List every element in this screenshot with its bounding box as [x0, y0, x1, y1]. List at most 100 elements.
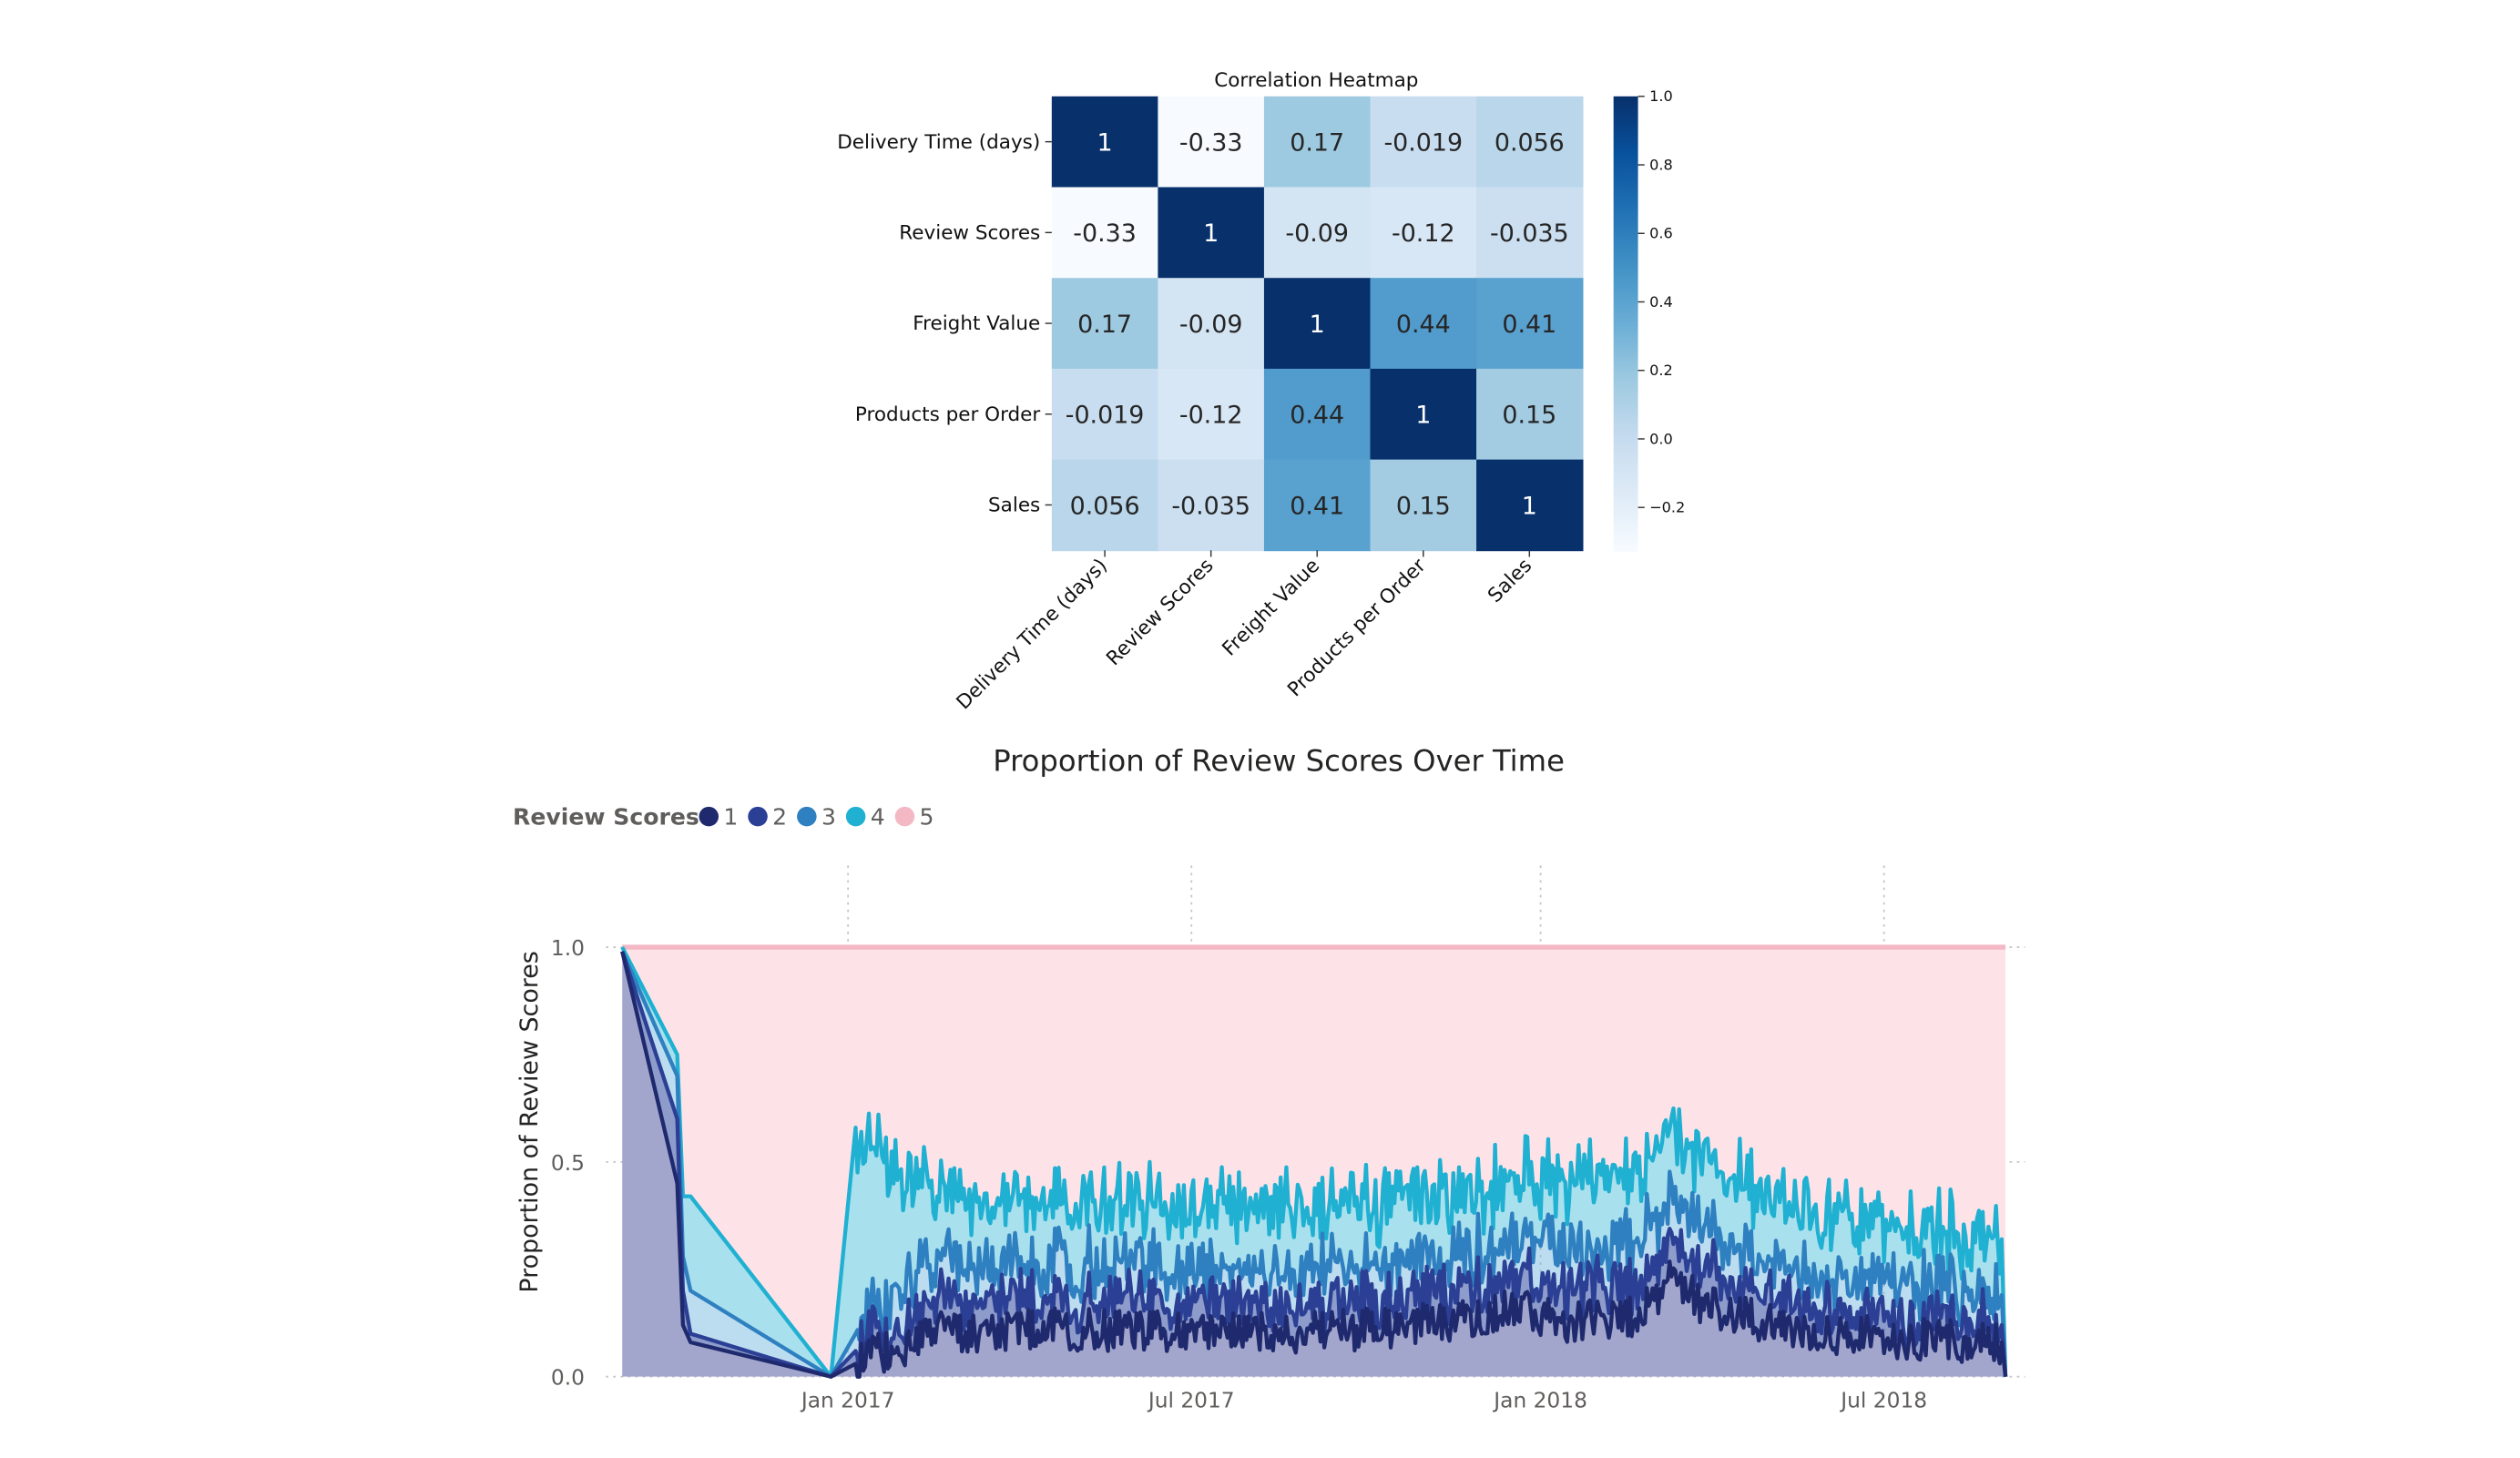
- area-chart-title: Proportion of Review Scores Over Time: [993, 743, 1565, 778]
- legend-item-label[interactable]: 1: [723, 804, 738, 831]
- area-line-score-4: [620, 946, 2008, 1379]
- heatmap-cell-label: -0.09: [1285, 219, 1349, 248]
- heatmap-cell-label: -0.019: [1383, 129, 1463, 158]
- area-line-score-2: [620, 951, 2008, 1379]
- heatmap-cell-label: 0.056: [1495, 129, 1565, 158]
- heatmap-cell-label: 1: [1203, 219, 1219, 248]
- area-y-axis-title: Proportion of Review Scores: [515, 951, 544, 1292]
- x-tick-label: Jan 2017: [800, 1389, 895, 1413]
- x-tick-label: Jan 2018: [1492, 1389, 1587, 1413]
- heatmap-cell: [1263, 187, 1372, 280]
- heatmap-cell: [1158, 96, 1265, 189]
- heatmap-cell-label: 1: [1310, 311, 1325, 339]
- colorbar-tick-label: 0.6: [1649, 225, 1673, 242]
- legend-item-label[interactable]: 3: [821, 804, 836, 831]
- heatmap-cell: [1476, 459, 1584, 552]
- heatmap-cell: [1370, 368, 1477, 461]
- heatmap-row-label: Products per Order: [855, 403, 1040, 426]
- heatmap-cell-label: -0.019: [1066, 402, 1145, 430]
- area-line-score-1: [620, 951, 2008, 1379]
- legend-item-label[interactable]: 4: [871, 804, 885, 831]
- heatmap-cell: [1370, 96, 1477, 189]
- legend-marker[interactable]: [894, 806, 915, 827]
- heatmap-row-label: Sales: [988, 494, 1040, 517]
- legend-title: Review Scores: [513, 804, 699, 831]
- y-tick-label: 1.0: [551, 936, 585, 961]
- heatmap-cell: [1476, 96, 1584, 189]
- legend-marker[interactable]: [797, 806, 817, 827]
- heatmap-cell: [1370, 278, 1477, 370]
- heatmap-title: Correlation Heatmap: [1214, 69, 1418, 92]
- colorbar-tick-label: 1.0: [1649, 87, 1673, 105]
- heatmap-cell: [1051, 187, 1159, 280]
- heatmap-cell-label: 1: [1097, 129, 1113, 158]
- heatmap-cell: [1370, 459, 1477, 552]
- legend-marker[interactable]: [845, 806, 866, 827]
- heatmap-cell: [1158, 368, 1265, 461]
- review-scores-area-chart: Proportion of Review Scores Over Time Re…: [513, 743, 2025, 1413]
- area-band-score-1: [622, 951, 2006, 1377]
- heatmap-col-label: Freight Value: [1218, 555, 1324, 661]
- heatmap-cell-label: -0.12: [1392, 219, 1455, 248]
- correlation-heatmap: Correlation Heatmap 1 -0.33 0.17 -0.019 0.05…: [837, 69, 1584, 714]
- heatmap-cell: [1476, 368, 1584, 461]
- heatmap-cell-label: 0.17: [1290, 129, 1344, 158]
- x-tick-label: Jul 2017: [1147, 1389, 1235, 1413]
- heatmap-col-label: Sales: [1484, 555, 1536, 607]
- colorbar-tick-label: 0.4: [1649, 293, 1673, 311]
- colorbar-gradient: [1613, 96, 1638, 553]
- heatmap-cell-label: -0.09: [1179, 311, 1243, 339]
- area-chart-legend: Review Scores 1 2 3 4 5: [513, 804, 934, 831]
- heatmap-cell-label: 0.15: [1502, 402, 1556, 430]
- legend-marker[interactable]: [748, 806, 768, 827]
- heatmap-cell-label: -0.33: [1073, 219, 1137, 248]
- y-tick-label: 0.0: [551, 1366, 585, 1391]
- heatmap-cell-label: 1: [1415, 402, 1431, 430]
- heatmap-row-label: Delivery Time (days): [837, 131, 1040, 154]
- legend-marker[interactable]: [699, 806, 719, 827]
- heatmap-row-label: Review Scores: [899, 222, 1040, 245]
- heatmap-cell: [1263, 368, 1372, 461]
- heatmap-row-label: Freight Value: [913, 312, 1040, 335]
- heatmap-cell-label: 0.15: [1396, 492, 1451, 520]
- heatmap-col-label: Review Scores: [1102, 555, 1218, 670]
- heatmap-cell: [1051, 96, 1159, 189]
- heatmap-cell-label: 0.44: [1396, 311, 1451, 339]
- heatmap-cell: [1158, 459, 1265, 552]
- legend-item-label[interactable]: 2: [772, 804, 787, 831]
- colorbar-tick-label: 0.0: [1649, 430, 1673, 447]
- heatmap-cell: [1263, 96, 1372, 189]
- heatmap-cell: [1476, 187, 1584, 280]
- heatmap-cell: [1051, 459, 1159, 552]
- heatmap-cell: [1158, 187, 1265, 280]
- heatmap-cell-label: 1: [1522, 492, 1537, 520]
- colorbar-tick-label: 0.8: [1649, 156, 1673, 173]
- heatmap-colorbar: 1.0 0.8 0.6 0.4 0.2 0.0 −0.2: [1613, 87, 1685, 553]
- heatmap-cell-label: 0.17: [1077, 311, 1132, 339]
- heatmap-cell-label: -0.33: [1179, 129, 1243, 158]
- heatmap-cell: [1370, 187, 1477, 280]
- heatmap-cell-label: -0.035: [1171, 492, 1250, 520]
- colorbar-tick-label: 0.2: [1649, 362, 1673, 379]
- legend-item-label[interactable]: 5: [920, 804, 934, 831]
- heatmap-cell-label: 0.41: [1290, 492, 1344, 520]
- heatmap-col-label: Delivery Time (days): [953, 555, 1112, 714]
- heatmap-cell: [1476, 278, 1584, 370]
- heatmap-cell: [1158, 278, 1265, 370]
- heatmap-cell-label: 0.41: [1502, 311, 1556, 339]
- heatmap-cell: [1051, 278, 1159, 370]
- heatmap-cell-label: 0.056: [1070, 492, 1140, 520]
- heatmap-cell-label: 0.44: [1290, 402, 1344, 430]
- heatmap-cell: [1263, 459, 1372, 552]
- area-band-score-5: [622, 947, 2006, 1377]
- x-tick-label: Jul 2018: [1839, 1389, 1927, 1413]
- heatmap-cell: [1263, 278, 1372, 370]
- heatmap-cell-label: -0.12: [1179, 402, 1243, 430]
- heatmap-cell-label: -0.035: [1490, 219, 1569, 248]
- heatmap-cell: [1051, 368, 1159, 461]
- y-tick-label: 0.5: [551, 1151, 585, 1176]
- area-line-score-3: [620, 950, 2008, 1379]
- colorbar-tick-label: −0.2: [1649, 499, 1685, 516]
